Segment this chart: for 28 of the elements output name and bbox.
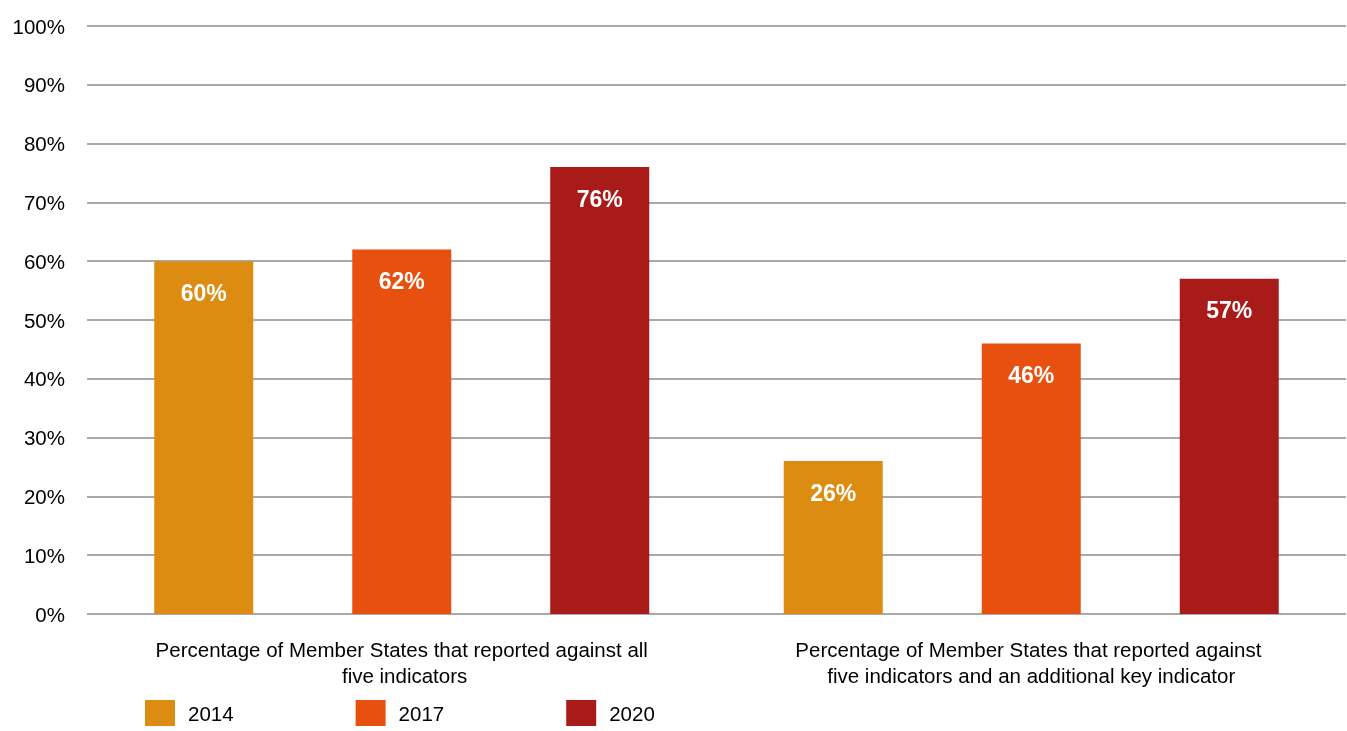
bar	[154, 261, 254, 614]
bar	[981, 343, 1081, 614]
y-tick-label: 0%	[35, 602, 65, 626]
y-tick-label: 80%	[23, 132, 65, 156]
y-tick-label: 50%	[23, 308, 65, 332]
y-tick-label: 60%	[23, 249, 65, 273]
data-label: 76%	[576, 185, 623, 212]
bar	[783, 461, 883, 614]
y-tick-label: 70%	[23, 190, 65, 214]
x-tick-label: Percentage of Member States that reported against all five indicators	[155, 637, 648, 687]
data-label: 62%	[378, 267, 425, 294]
data-label: 46%	[1008, 362, 1055, 389]
y-tick-label: 90%	[23, 73, 65, 97]
legend-label: 2017	[398, 701, 445, 725]
data-label: 26%	[810, 479, 857, 506]
data-label: 60%	[180, 279, 227, 306]
bar	[550, 167, 650, 614]
y-tick-label: 10%	[23, 543, 65, 567]
legend-label: 2014	[188, 701, 234, 725]
y-tick-label: 20%	[23, 484, 65, 508]
y-tick-label: 40%	[23, 367, 65, 391]
y-tick-label: 100%	[12, 14, 65, 38]
bar	[1179, 278, 1279, 614]
legend-label: 2020	[609, 701, 655, 725]
data-label: 57%	[1206, 297, 1253, 324]
y-tick-label: 30%	[23, 426, 65, 450]
bar	[352, 249, 452, 614]
x-tick-label: Percentage of Member States that reported against five indicators and an additional key indicator	[795, 637, 1268, 687]
